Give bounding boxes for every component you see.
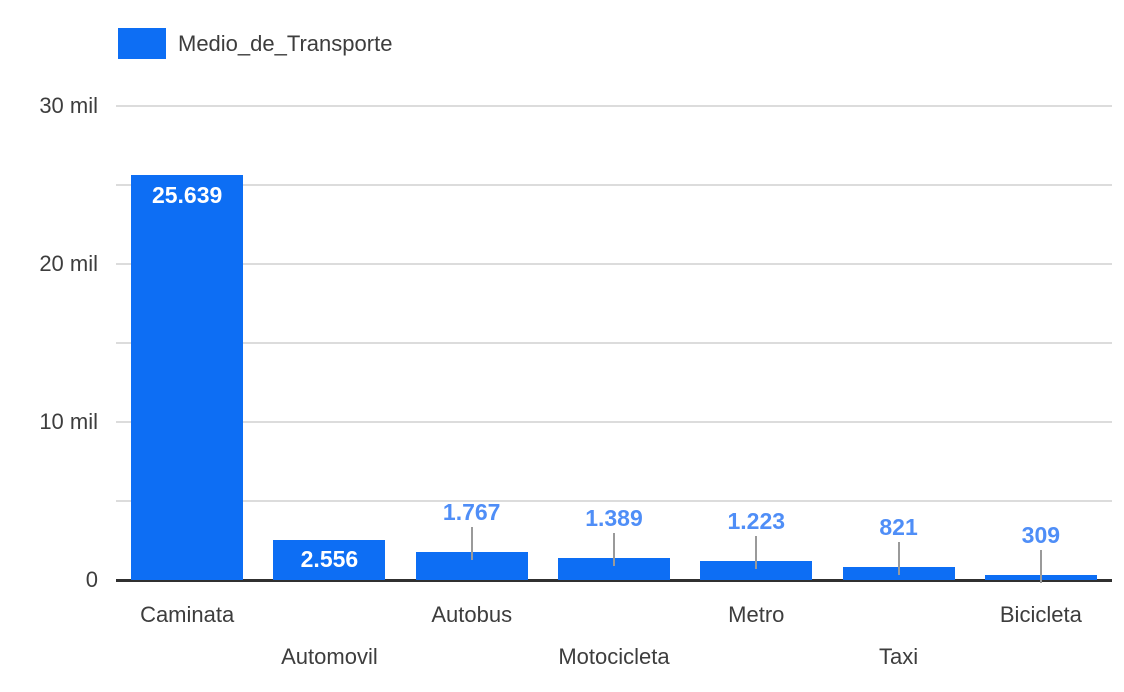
x-axis-category-label: Bicicleta — [999, 602, 1082, 627]
bar-value-label: 1.767 — [442, 499, 501, 525]
y-axis-tick-label: 30 mil — [39, 93, 98, 118]
gridline — [116, 105, 1112, 107]
y-axis-tick-label: 0 — [85, 567, 98, 592]
annotation-stem-line — [1039, 550, 1042, 583]
annotation-stem-line — [470, 527, 473, 560]
bar-value-label: 309 — [1021, 522, 1061, 548]
y-axis-tick-label: 10 mil — [39, 409, 98, 434]
x-axis-baseline — [116, 579, 1112, 582]
x-axis-category-label: Taxi — [879, 644, 919, 669]
legend-label: Medio_de_Transporte — [178, 30, 393, 56]
legend: Medio_de_Transporte — [118, 28, 392, 59]
x-axis-category-label: Metro — [728, 602, 785, 627]
gridline — [116, 342, 1112, 344]
x-axis-category-label: Motocicleta — [558, 644, 670, 669]
bar[interactable] — [273, 540, 386, 580]
bar-value-label: 1.223 — [727, 508, 786, 534]
bar[interactable] — [557, 558, 670, 580]
gridline — [116, 500, 1112, 502]
bar[interactable] — [131, 175, 244, 580]
gridline — [116, 184, 1112, 186]
x-axis-category-label: Caminata — [140, 602, 235, 627]
bar-value-label: 2.556 — [300, 546, 359, 572]
bar-column: 2.556 Automovil — [258, 106, 400, 669]
plot-area: 25.639 Caminata 2.556 Automovil 1.767 Autobus… — [116, 105, 1112, 669]
bar-value-label: 25.639 — [151, 182, 223, 208]
bar-column: 1.389 Motocicleta — [543, 106, 685, 669]
annotation-stem-line — [612, 533, 615, 566]
y-axis-tick-label: 20 mil — [39, 251, 98, 276]
bar-value-label: 1.389 — [585, 505, 643, 531]
bar-column: 309 Bicicleta — [970, 106, 1112, 627]
bar-column: 1.767 Autobus — [401, 106, 543, 627]
x-axis-category-label: Automovil — [281, 644, 378, 669]
gridline — [116, 421, 1112, 423]
annotation-stem-line — [755, 536, 758, 569]
bar-column: 1.223 Metro — [685, 106, 827, 627]
x-axis-category-label: Autobus — [431, 602, 513, 627]
annotation-stem-line — [897, 542, 900, 575]
bar[interactable] — [700, 561, 813, 580]
bar-column: 821 Taxi — [827, 106, 969, 669]
bar-value-label: 821 — [879, 514, 918, 540]
gridline — [116, 263, 1112, 265]
bar-column: 25.639 Caminata — [116, 106, 258, 627]
y-axis: 0 10 mil 20 mil 30 mil — [0, 93, 98, 592]
legend-swatch-icon — [118, 28, 166, 59]
